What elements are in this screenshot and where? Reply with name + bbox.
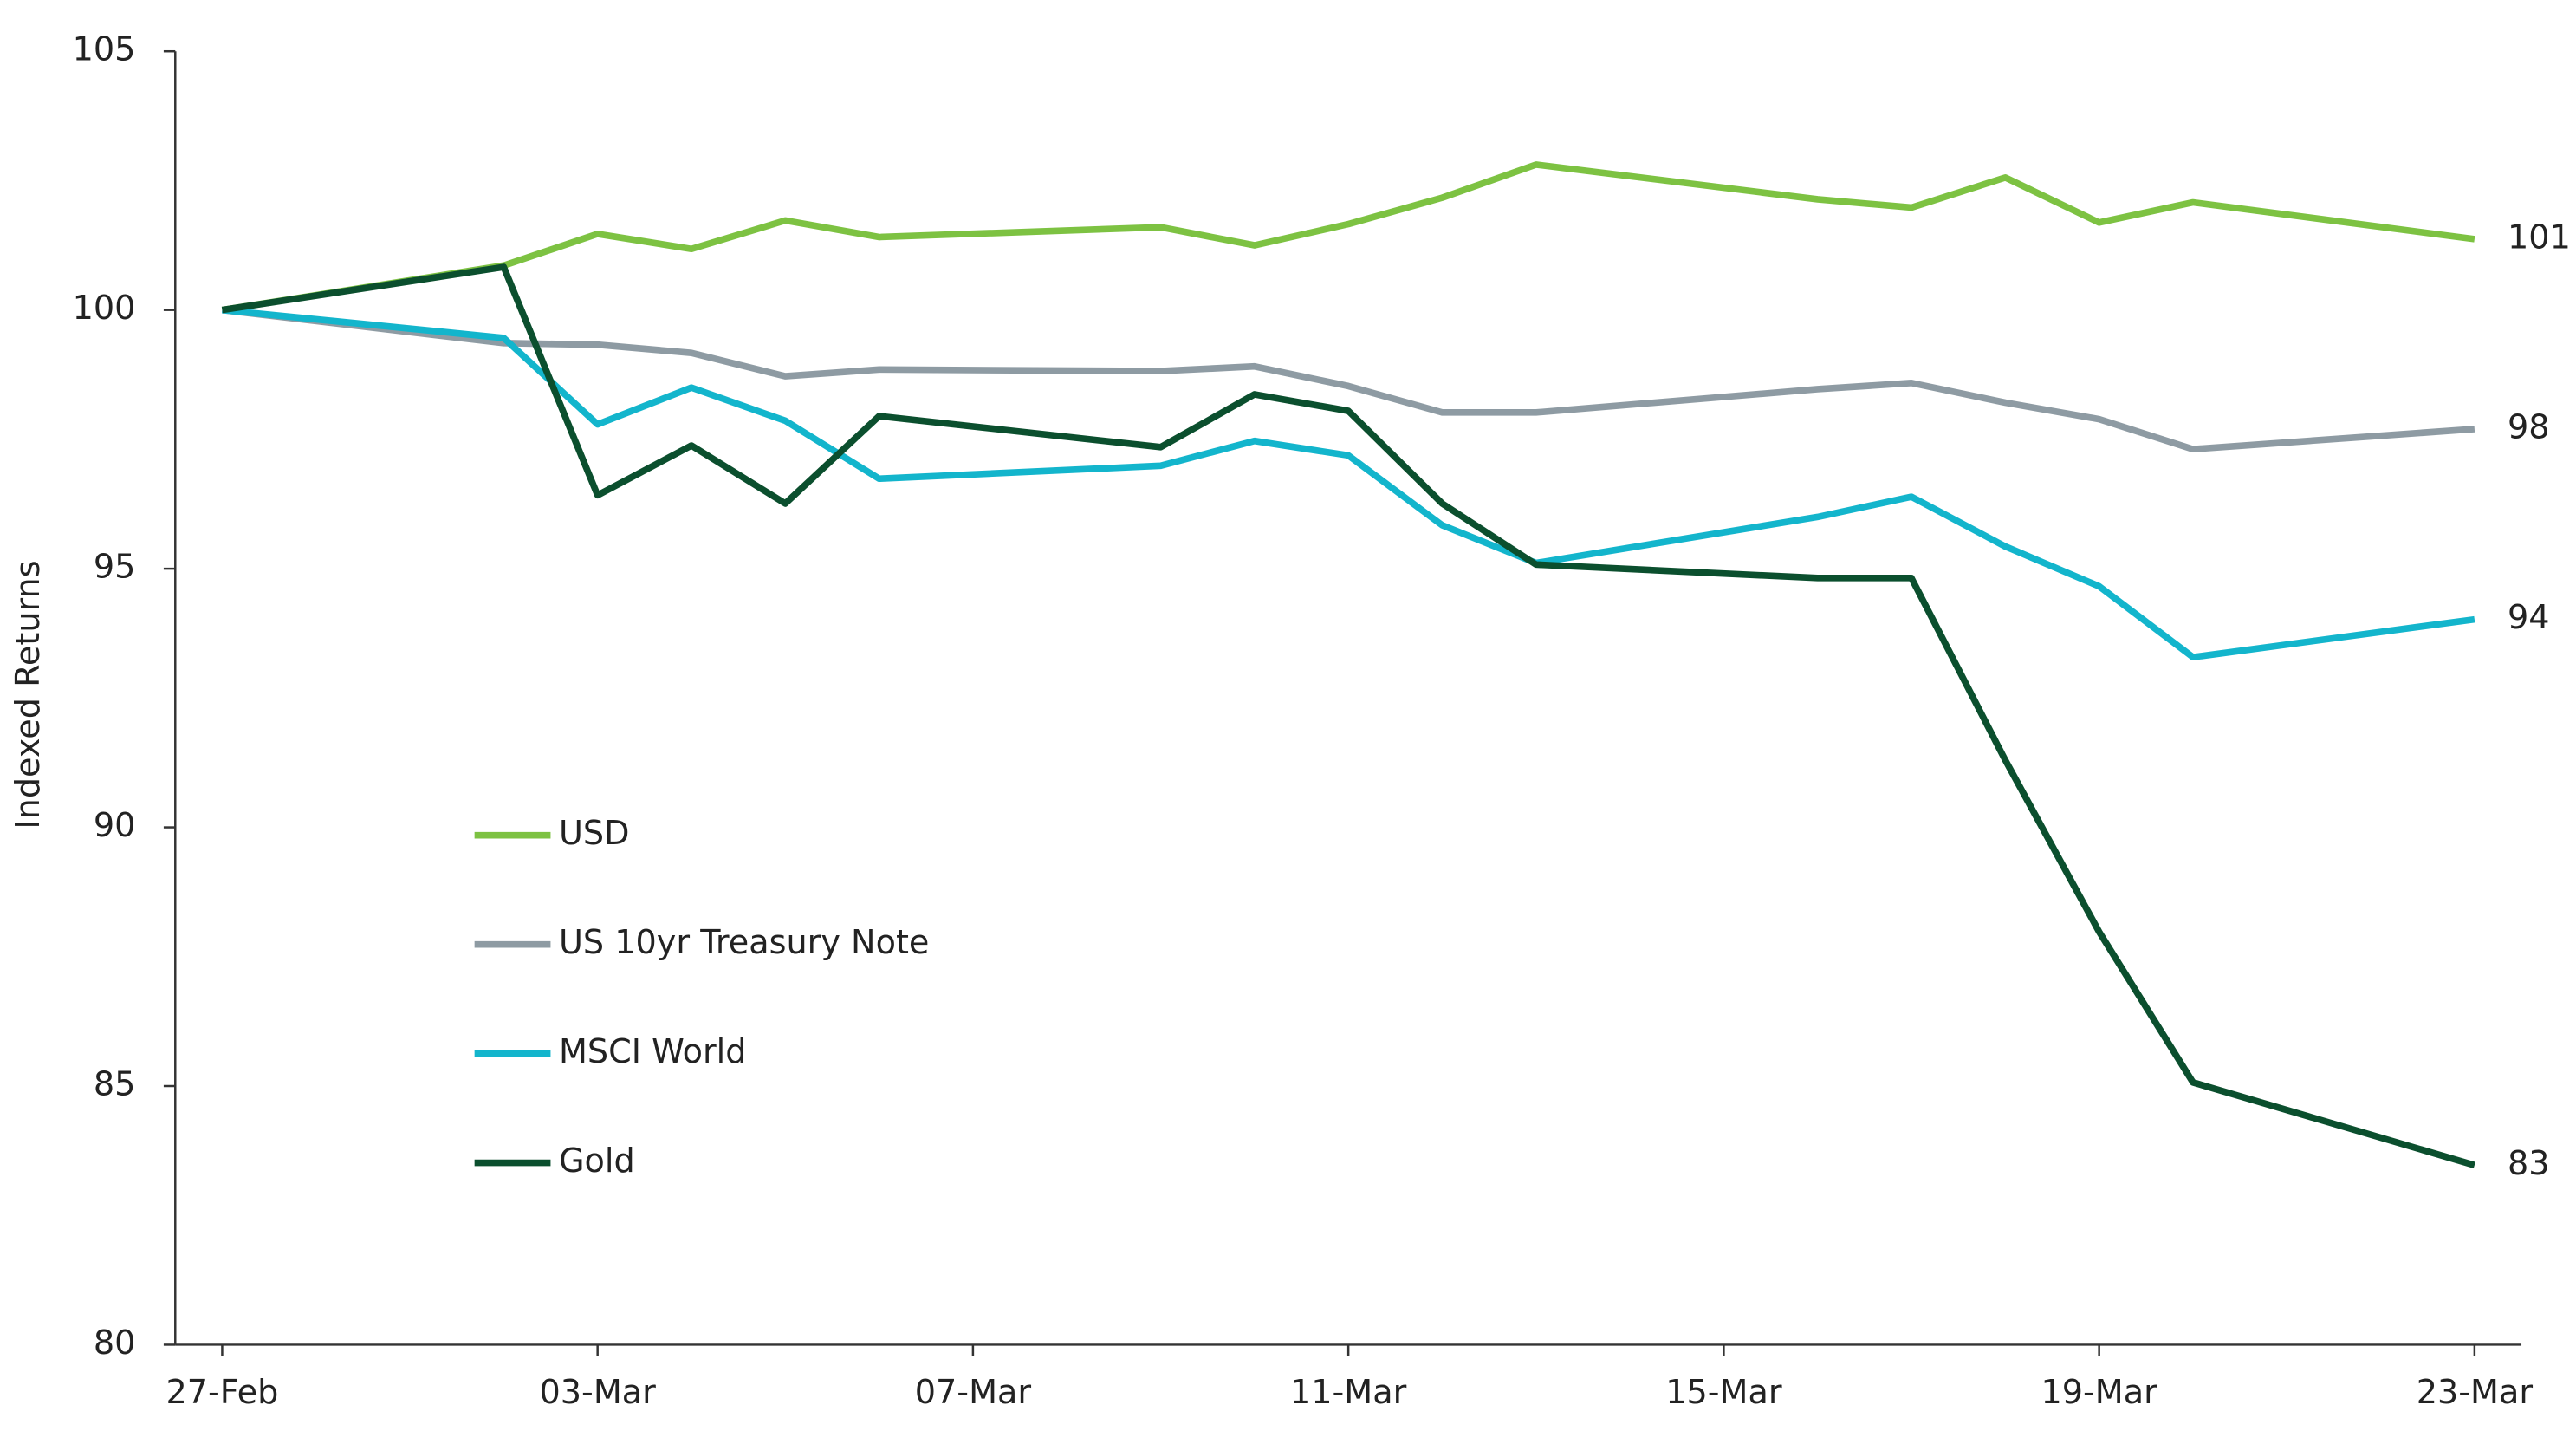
x-tick-label: 11-Mar xyxy=(1290,1373,1407,1411)
x-tick-label: 07-Mar xyxy=(915,1373,1032,1411)
y-tick-label: 90 xyxy=(94,806,136,844)
legend-label: Gold xyxy=(559,1142,635,1180)
line-series xyxy=(221,306,2475,453)
end-label: 98 xyxy=(2508,407,2550,446)
x-tick-label: 23-Mar xyxy=(2417,1373,2534,1411)
line-series xyxy=(221,161,2475,314)
y-tick-label: 80 xyxy=(94,1324,136,1362)
y-tick-label: 95 xyxy=(94,548,136,586)
y-tick-label: 100 xyxy=(73,289,136,327)
legend-label: MSCI World xyxy=(559,1032,747,1070)
x-tick-label: 15-Mar xyxy=(1665,1373,1782,1411)
line-series xyxy=(222,306,2475,660)
end-label: 83 xyxy=(2508,1144,2550,1182)
x-tick-label: 19-Mar xyxy=(2041,1373,2157,1411)
end-label: 101 xyxy=(2508,218,2571,256)
legend-label: US 10yr Treasury Note xyxy=(559,923,929,961)
y-tick-label: 85 xyxy=(94,1064,136,1103)
y-axis-label: Indexed Returns xyxy=(9,560,47,829)
x-tick-label: 03-Mar xyxy=(540,1373,657,1411)
y-tick-label: 105 xyxy=(73,30,136,68)
line-series xyxy=(221,263,2475,1168)
legend-label: USD xyxy=(559,814,630,852)
end-label: 94 xyxy=(2508,598,2550,636)
x-tick-label: 27-Feb xyxy=(165,1373,278,1411)
